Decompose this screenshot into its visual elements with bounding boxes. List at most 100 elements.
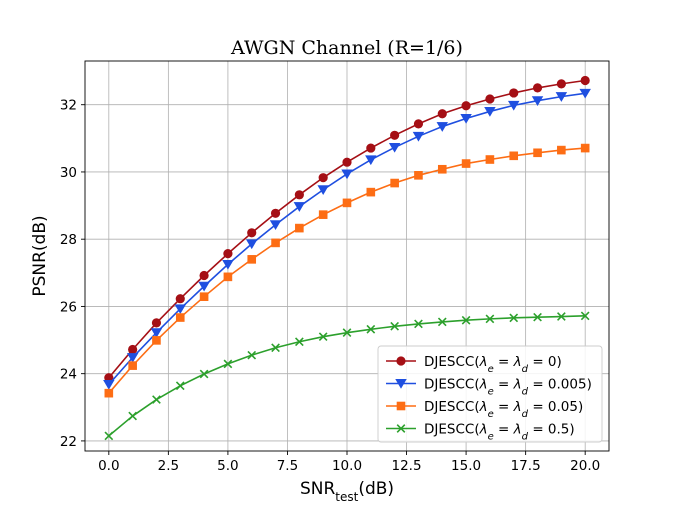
legend-box <box>377 345 603 443</box>
y-tick-label: 26 <box>60 299 77 315</box>
data-point <box>414 171 423 180</box>
data-point <box>270 208 281 218</box>
data-point <box>509 313 519 323</box>
y-tick-label: 24 <box>60 367 77 383</box>
data-point <box>104 431 114 441</box>
data-point <box>366 324 376 334</box>
legend-label: DJESCC(λe = λd = 0.5) <box>424 422 575 443</box>
data-point <box>175 381 185 391</box>
data-point <box>271 238 280 248</box>
data-point <box>485 94 495 104</box>
data-point <box>222 259 234 270</box>
x-tick-label: 2.5 <box>158 458 179 474</box>
data-point <box>366 143 376 153</box>
data-point <box>318 210 328 219</box>
data-point <box>485 155 495 164</box>
data-point <box>317 185 329 196</box>
legend-label: DJESCC(λe = λd = 0.005) <box>424 377 592 398</box>
data-point <box>199 292 209 301</box>
data-point <box>366 187 376 197</box>
y-tick-label: 32 <box>60 98 77 114</box>
data-point <box>103 379 115 390</box>
data-point <box>580 75 590 86</box>
legend: DJESCC(λe = λd = 0)DJESCC(λe = λd = 0.00… <box>377 345 603 443</box>
data-point <box>199 270 209 281</box>
x-axis-label-tail: (dB) <box>358 479 394 499</box>
data-point <box>152 336 161 345</box>
data-point <box>175 313 185 322</box>
data-point <box>579 88 591 99</box>
data-point <box>532 83 543 93</box>
data-point <box>555 92 568 102</box>
data-point <box>509 151 519 161</box>
data-point <box>437 317 447 327</box>
legend-label: DJESCC(λe = λd = 0.05) <box>424 399 583 420</box>
data-point <box>461 101 471 111</box>
data-point <box>342 198 352 208</box>
data-point <box>390 321 400 331</box>
data-point <box>247 228 257 238</box>
data-point <box>223 272 233 282</box>
data-point <box>223 359 233 369</box>
y-tick-label: 28 <box>60 232 77 248</box>
x-tick-label: 15.0 <box>451 458 481 474</box>
data-point <box>247 350 257 360</box>
legend-swatch-marker <box>395 379 407 389</box>
x-axis-label-sub: test <box>335 490 358 504</box>
data-point <box>104 388 114 398</box>
data-point <box>294 190 304 200</box>
data-point <box>533 148 542 158</box>
x-tick-label: 20.0 <box>570 458 600 474</box>
data-point <box>414 319 423 329</box>
data-point <box>509 88 519 98</box>
data-point <box>412 131 425 142</box>
data-point <box>151 318 162 328</box>
y-tick-label: 30 <box>60 165 77 181</box>
data-point <box>341 169 353 180</box>
data-point <box>126 353 139 363</box>
data-point <box>460 114 472 124</box>
data-point <box>128 411 138 421</box>
data-point <box>388 142 401 153</box>
legend-swatch-marker <box>396 401 406 411</box>
data-point <box>556 312 566 321</box>
series-layer <box>103 75 591 441</box>
data-point <box>247 255 257 264</box>
chart-title: AWGN Channel (R=1/6) <box>230 37 463 59</box>
x-tick-label: 5.0 <box>217 458 238 474</box>
data-point <box>461 315 471 325</box>
data-point <box>365 155 377 166</box>
data-point <box>223 249 233 259</box>
data-point <box>484 106 496 117</box>
legend-label: DJESCC(λe = λd = 0) <box>424 354 562 375</box>
data-point <box>342 328 352 338</box>
data-point <box>318 332 328 342</box>
data-point <box>437 109 447 119</box>
data-point <box>533 312 542 322</box>
data-point <box>556 79 566 89</box>
data-point <box>436 122 448 132</box>
data-point <box>199 369 209 379</box>
data-point <box>271 343 280 353</box>
data-point <box>437 164 447 174</box>
data-point <box>152 395 161 404</box>
x-tick-label: 12.5 <box>392 458 422 474</box>
data-point <box>580 143 590 153</box>
data-point <box>580 311 590 321</box>
legend-swatch-marker <box>396 356 406 366</box>
data-point <box>128 344 138 355</box>
legend-entry: DJESCC(λe = λd = 0) <box>386 354 562 375</box>
data-point <box>269 220 282 231</box>
data-point <box>175 294 185 304</box>
series-0 <box>104 75 590 383</box>
series-1 <box>103 88 591 390</box>
data-point <box>128 361 137 370</box>
legend-swatch-marker <box>396 424 406 433</box>
data-point <box>150 328 163 338</box>
series-3 <box>104 311 590 441</box>
x-tick-label: 0.0 <box>98 458 119 474</box>
data-point <box>485 314 495 324</box>
data-point <box>174 304 186 315</box>
y-axis-label: PSNR(dB) <box>30 215 50 296</box>
